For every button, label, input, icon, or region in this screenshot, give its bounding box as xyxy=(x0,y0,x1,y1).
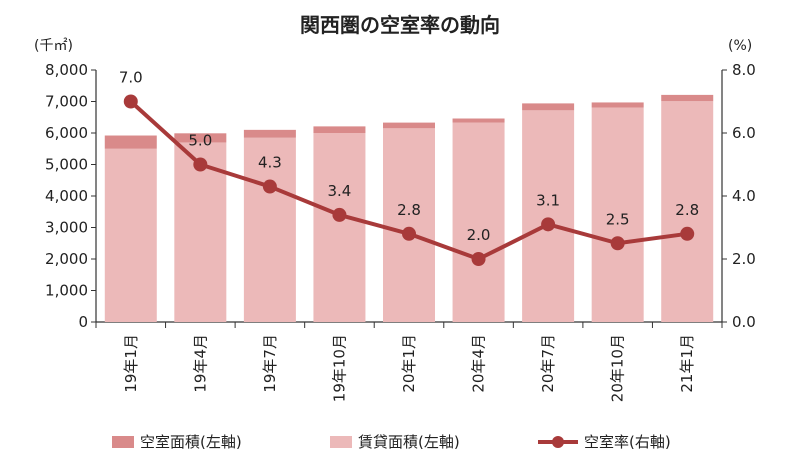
x-category-label: 19年10月 xyxy=(330,334,348,402)
right-tick-label: 4.0 xyxy=(732,187,756,205)
vacant-area-bar xyxy=(452,118,505,123)
vacancy-rate-point xyxy=(262,179,277,194)
rented-area-bar xyxy=(313,133,366,322)
vacancy-rate-data-label: 2.0 xyxy=(467,226,491,244)
left-tick-label: 1,000 xyxy=(45,282,88,300)
x-category-label: 21年1月 xyxy=(678,334,696,393)
vacancy-rate-point xyxy=(541,217,556,232)
x-category-label: 20年4月 xyxy=(470,334,488,393)
x-category-label: 20年10月 xyxy=(609,334,627,402)
vacant-area-bar xyxy=(522,103,575,111)
vacancy-rate-point xyxy=(610,236,625,251)
legend: 空室面積(左軸) 賃貸面積(左軸) 空室率(右軸) xyxy=(112,433,671,451)
vacant-area-bar xyxy=(383,122,435,129)
right-tick-label: 8.0 xyxy=(732,61,756,79)
x-category-label: 19年1月 xyxy=(122,334,140,393)
x-category-label: 19年4月 xyxy=(191,334,209,393)
rented-area-bar xyxy=(383,128,435,322)
left-tick-label: 8,000 xyxy=(45,61,88,79)
legend-label: 賃貸面積(左軸) xyxy=(358,433,460,451)
rented-area-bar xyxy=(591,107,644,322)
vacancy-rate-data-label: 2.5 xyxy=(606,210,630,228)
rented-area-bar xyxy=(104,148,157,322)
vacancy-rate-point xyxy=(402,226,416,241)
left-tick-label: 6,000 xyxy=(45,124,88,142)
legend-label: 空室率(右軸) xyxy=(584,433,671,451)
vacant-area-bar xyxy=(661,94,714,102)
legend-swatch xyxy=(330,436,352,448)
rented-area-bar xyxy=(522,110,575,322)
vacant-area-bar xyxy=(104,135,157,149)
x-category-label: 20年1月 xyxy=(400,334,418,393)
right-tick-label: 0.0 xyxy=(732,313,756,331)
left-tick-label: 3,000 xyxy=(45,219,88,237)
left-tick-label: 5,000 xyxy=(45,156,88,174)
rented-area-bar xyxy=(174,142,227,322)
vacancy-rate-data-label: 7.0 xyxy=(119,69,143,87)
vacancy-rate-point xyxy=(680,226,695,241)
left-tick-label: 2,000 xyxy=(45,250,88,268)
rented-area-bar xyxy=(661,101,714,322)
right-axis-unit: (%) xyxy=(728,38,752,54)
vacant-area-bar xyxy=(243,129,296,138)
vacancy-rate-point xyxy=(123,94,138,109)
left-axis-unit: (千㎡) xyxy=(34,38,73,54)
vacancy-rate-point xyxy=(193,157,208,172)
vacancy-rate-data-label: 2.8 xyxy=(397,201,421,219)
vacant-area-bar xyxy=(174,133,227,143)
legend-swatch xyxy=(112,436,134,448)
vacant-area-bar xyxy=(313,126,366,133)
left-tick-label: 7,000 xyxy=(45,93,88,111)
legend-label: 空室面積(左軸) xyxy=(140,433,242,451)
rented-area-bar xyxy=(243,137,296,322)
x-category-label: 19年7月 xyxy=(261,334,279,393)
chart-title: 関西圏の空室率の動向 xyxy=(300,13,500,37)
rented-area-bar xyxy=(452,122,505,322)
vacancy-rate-point xyxy=(332,207,347,222)
left-tick-label: 0 xyxy=(78,313,88,331)
vacancy-rate-data-label: 4.3 xyxy=(258,154,282,172)
vacancy-rate-data-label: 2.8 xyxy=(675,201,699,219)
vacancy-rate-data-label: 3.4 xyxy=(328,182,352,200)
right-tick-label: 6.0 xyxy=(732,124,756,142)
vacancy-rate-data-label: 3.1 xyxy=(536,191,560,209)
vacancy-rate-data-label: 5.0 xyxy=(188,132,212,150)
left-tick-label: 4,000 xyxy=(45,187,88,205)
legend-marker xyxy=(552,436,564,448)
plot-area: 0 1,000 2,000 3,000 4,000 5,000 6,000 7,000 8,00… xyxy=(45,61,756,402)
vacant-area-bar xyxy=(591,102,644,108)
vacancy-rate-point xyxy=(471,252,486,266)
x-category-label: 20年7月 xyxy=(539,334,557,393)
right-tick-label: 2.0 xyxy=(732,250,756,268)
